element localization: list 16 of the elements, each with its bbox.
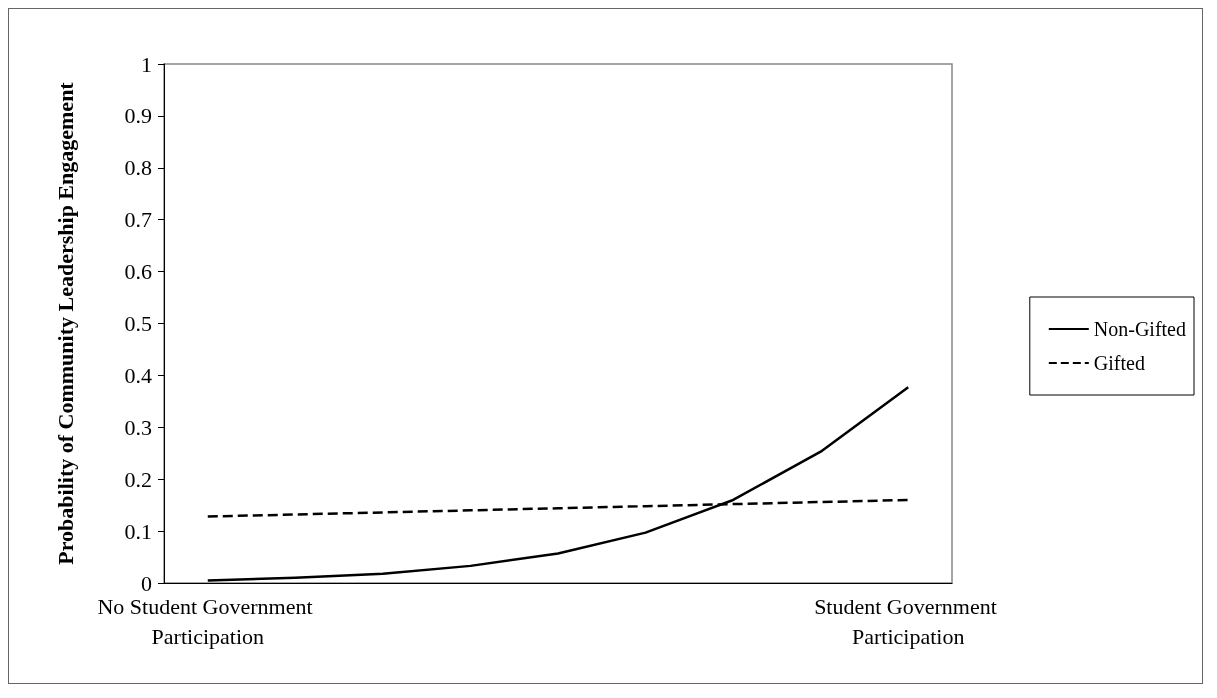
y-axis-title: Probability of Community Leadership Engagement: [52, 81, 78, 565]
y-tick-label: 0.7: [124, 207, 152, 233]
x-tick-label: No Student Government Participation: [97, 593, 319, 649]
y-tick-label: 0.1: [124, 518, 152, 544]
y-tick-label: 0.3: [124, 414, 152, 440]
y-tick-label: 0.8: [124, 155, 152, 181]
y-tick-label: 1: [141, 51, 152, 77]
y-tick-label: 0: [141, 570, 152, 596]
legend-label: Gifted: [1093, 352, 1145, 374]
x-tick-label: Student Government Participation: [814, 593, 1003, 649]
y-tick-label: 0.5: [124, 311, 152, 336]
legend-label: Non-Gifted: [1093, 318, 1187, 340]
y-tick-label: 0.9: [124, 103, 152, 129]
y-tick-label: 0.6: [124, 259, 152, 285]
y-tick-label: 0.2: [124, 466, 152, 492]
y-tick-label: 0.4: [124, 362, 152, 388]
